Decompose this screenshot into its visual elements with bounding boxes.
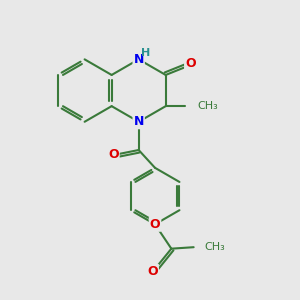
Text: N: N bbox=[134, 115, 144, 128]
Text: N: N bbox=[134, 53, 144, 66]
Text: O: O bbox=[108, 148, 119, 161]
Text: O: O bbox=[147, 265, 158, 278]
Text: CH₃: CH₃ bbox=[204, 242, 225, 252]
Text: H: H bbox=[141, 48, 150, 58]
Text: O: O bbox=[185, 57, 196, 70]
Text: CH₃: CH₃ bbox=[197, 101, 218, 111]
Text: O: O bbox=[150, 218, 160, 231]
